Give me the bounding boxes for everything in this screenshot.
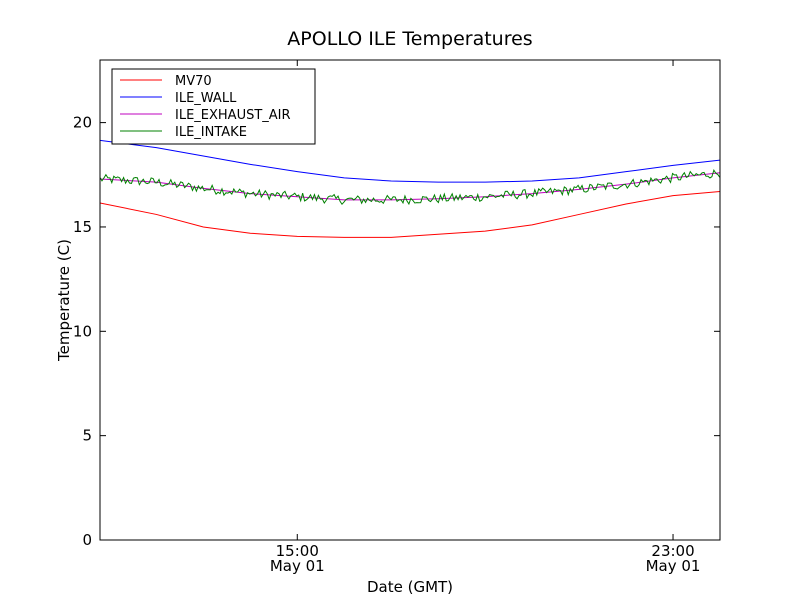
series-line-mv70 bbox=[100, 190, 720, 238]
y-tick-label: 0 bbox=[82, 531, 92, 549]
legend: MV70 ILE_WALL ILE_EXHAUST_AIR ILE_INTAKE bbox=[111, 68, 316, 145]
x-tick-label-date: May 01 bbox=[270, 557, 325, 575]
x-axis-title: Date (GMT) bbox=[367, 578, 453, 596]
series-line-ile-intake bbox=[100, 168, 720, 206]
series-layer bbox=[100, 139, 720, 238]
legend-label: MV70 bbox=[175, 74, 212, 89]
plot-frame bbox=[99, 59, 721, 541]
legend-label: ILE_EXHAUST_AIR bbox=[175, 108, 291, 123]
chart-title: APOLLO ILE Temperatures bbox=[287, 28, 532, 50]
legend-label: ILE_INTAKE bbox=[175, 125, 247, 140]
legend-label: ILE_WALL bbox=[175, 91, 237, 106]
y-axis-title: Temperature (C) bbox=[55, 239, 73, 362]
x-tick-label-date: May 01 bbox=[646, 557, 701, 575]
x-tick-label-time: 15:00 bbox=[276, 542, 319, 560]
y-tick-label: 20 bbox=[73, 114, 92, 132]
y-tick-label: 5 bbox=[82, 427, 92, 445]
series-line-ile-exhaust-air bbox=[100, 172, 720, 201]
y-tick-label: 15 bbox=[73, 218, 92, 236]
x-tick-label-time: 23:00 bbox=[651, 542, 694, 560]
series-line-ile-wall bbox=[100, 139, 720, 183]
y-tick-label: 10 bbox=[73, 322, 92, 340]
